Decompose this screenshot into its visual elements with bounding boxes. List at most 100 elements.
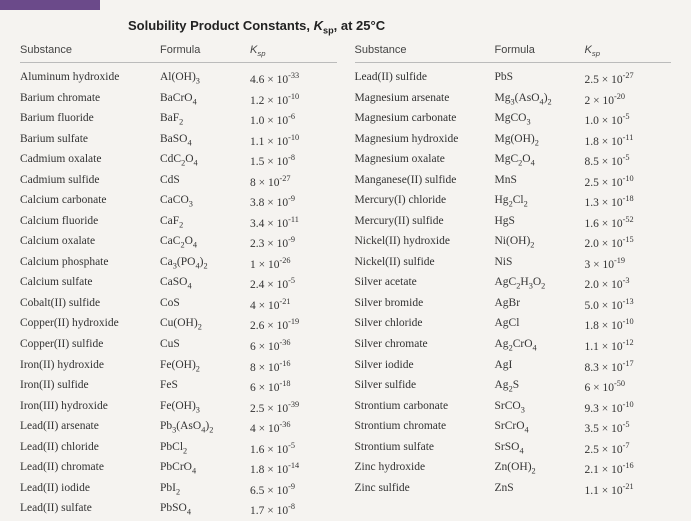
cell-substance: Nickel(II) hydroxide xyxy=(355,236,495,250)
cell-substance: Aluminum hydroxide xyxy=(20,72,160,86)
cell-formula: Mg3(AsO4)2 xyxy=(495,93,585,107)
cell-formula: AgC2H3O2 xyxy=(495,277,585,291)
table-row: Mercury(I) chlorideHg2Cl21.3 × 10-18 xyxy=(355,192,672,213)
cell-formula: SrCrO4 xyxy=(495,421,585,435)
cell-substance: Lead(II) sulfate xyxy=(20,503,160,517)
table-row: Iron(II) sulfideFeS6 × 10-18 xyxy=(20,377,337,398)
table-row: Zinc hydroxideZn(OH)22.1 × 10-16 xyxy=(355,459,672,480)
cell-ksp: 4 × 10-36 xyxy=(250,421,337,435)
cell-ksp: 3 × 10-19 xyxy=(585,257,672,271)
cell-ksp: 6 × 10-18 xyxy=(250,380,337,394)
table-row: Silver iodideAgI8.3 × 10-17 xyxy=(355,356,672,377)
cell-substance: Strontium chromate xyxy=(355,421,495,435)
cell-substance: Barium fluoride xyxy=(20,113,160,127)
cell-ksp: 5.0 × 10-13 xyxy=(585,298,672,312)
cell-formula: NiS xyxy=(495,257,585,271)
cell-formula: AgCl xyxy=(495,318,585,332)
cell-formula: Fe(OH)3 xyxy=(160,401,250,415)
cell-ksp: 3.5 × 10-5 xyxy=(585,421,672,435)
cell-formula: Ni(OH)2 xyxy=(495,236,585,250)
table-row: Nickel(II) hydroxideNi(OH)22.0 × 10-15 xyxy=(355,233,672,254)
table-row: Iron(III) hydroxideFe(OH)32.5 × 10-39 xyxy=(20,397,337,418)
title-text: Solubility Product Constants, Ksp, at 25… xyxy=(128,18,385,33)
cell-substance: Magnesium carbonate xyxy=(355,113,495,127)
cell-substance: Zinc sulfide xyxy=(355,483,495,497)
table-row: Mercury(II) sulfideHgS1.6 × 10-52 xyxy=(355,213,672,234)
cell-ksp: 2.4 × 10-5 xyxy=(250,277,337,291)
table-row: Calcium sulfateCaSO42.4 × 10-5 xyxy=(20,274,337,295)
cell-ksp: 2.0 × 10-15 xyxy=(585,236,672,250)
cell-formula: PbS xyxy=(495,72,585,86)
cell-substance: Silver acetate xyxy=(355,277,495,291)
cell-substance: Lead(II) iodide xyxy=(20,483,160,497)
cell-ksp: 4.6 × 10-33 xyxy=(250,72,337,86)
cell-ksp: 2.0 × 10-3 xyxy=(585,277,672,291)
cell-ksp: 1.0 × 10-6 xyxy=(250,113,337,127)
table-row: Lead(II) sulfatePbSO41.7 × 10-8 xyxy=(20,500,337,521)
cell-ksp: 2.5 × 10-27 xyxy=(585,72,672,86)
cell-ksp: 6 × 10-36 xyxy=(250,339,337,353)
table-row: Calcium fluorideCaF23.4 × 10-11 xyxy=(20,213,337,234)
col-header-substance: Substance xyxy=(20,44,160,58)
cell-formula: Hg2Cl2 xyxy=(495,195,585,209)
cell-ksp: 1.2 × 10-10 xyxy=(250,93,337,107)
cell-ksp: 6.5 × 10-9 xyxy=(250,483,337,497)
cell-substance: Cadmium oxalate xyxy=(20,154,160,168)
cell-substance: Silver chloride xyxy=(355,318,495,332)
cell-ksp: 2.1 × 10-16 xyxy=(585,462,672,476)
cell-formula: HgS xyxy=(495,216,585,230)
col-header-ksp: Ksp xyxy=(250,44,337,58)
table-row: Lead(II) chromatePbCrO41.8 × 10-14 xyxy=(20,459,337,480)
cell-substance: Magnesium hydroxide xyxy=(355,134,495,148)
cell-ksp: 2.3 × 10-9 xyxy=(250,236,337,250)
cell-substance: Strontium carbonate xyxy=(355,401,495,415)
table-row: Barium sulfateBaSO41.1 × 10-10 xyxy=(20,131,337,152)
cell-formula: BaF2 xyxy=(160,113,250,127)
table-row: Copper(II) sulfideCuS6 × 10-36 xyxy=(20,336,337,357)
cell-formula: PbCl2 xyxy=(160,442,250,456)
cell-formula: CaF2 xyxy=(160,216,250,230)
cell-substance: Cadmium sulfide xyxy=(20,175,160,189)
cell-ksp: 1.8 × 10-11 xyxy=(585,134,672,148)
cell-substance: Silver sulfide xyxy=(355,380,495,394)
cell-ksp: 2.5 × 10-39 xyxy=(250,401,337,415)
header-row: Substance Formula Ksp xyxy=(20,44,337,63)
cell-substance: Magnesium oxalate xyxy=(355,154,495,168)
cell-formula: CaCO3 xyxy=(160,195,250,209)
cell-substance: Iron(III) hydroxide xyxy=(20,401,160,415)
table-row: Nickel(II) sulfideNiS3 × 10-19 xyxy=(355,254,672,275)
cell-formula: CaC2O4 xyxy=(160,236,250,250)
cell-ksp: 2.6 × 10-19 xyxy=(250,318,337,332)
table-row: Cadmium oxalateCdC2O41.5 × 10-8 xyxy=(20,151,337,172)
cell-formula: FeS xyxy=(160,380,250,394)
cell-formula: Zn(OH)2 xyxy=(495,462,585,476)
cell-ksp: 2.5 × 10-7 xyxy=(585,442,672,456)
table-row: Calcium oxalateCaC2O42.3 × 10-9 xyxy=(20,233,337,254)
cell-formula: AgI xyxy=(495,360,585,374)
cell-formula: CuS xyxy=(160,339,250,353)
cell-ksp: 8 × 10-27 xyxy=(250,175,337,189)
cell-formula: MgC2O4 xyxy=(495,154,585,168)
cell-formula: Ca3(PO4)2 xyxy=(160,257,250,271)
table-row: Iron(II) hydroxideFe(OH)28 × 10-16 xyxy=(20,356,337,377)
cell-formula: Cu(OH)2 xyxy=(160,318,250,332)
cell-substance: Calcium oxalate xyxy=(20,236,160,250)
cell-ksp: 1.8 × 10-10 xyxy=(585,318,672,332)
table-row: Magnesium oxalateMgC2O48.5 × 10-5 xyxy=(355,151,672,172)
cell-ksp: 1.6 × 10-52 xyxy=(585,216,672,230)
cell-substance: Calcium sulfate xyxy=(20,277,160,291)
cell-substance: Barium chromate xyxy=(20,93,160,107)
table-row: Strontium chromateSrCrO43.5 × 10-5 xyxy=(355,418,672,439)
cell-formula: Al(OH)3 xyxy=(160,72,250,86)
table-container: Substance Formula Ksp Aluminum hydroxide… xyxy=(20,44,671,521)
cell-ksp: 1.6 × 10-5 xyxy=(250,442,337,456)
cell-formula: CdC2O4 xyxy=(160,154,250,168)
cell-substance: Lead(II) chromate xyxy=(20,462,160,476)
cell-substance: Manganese(II) sulfide xyxy=(355,175,495,189)
cell-formula: Fe(OH)2 xyxy=(160,360,250,374)
cell-ksp: 1.8 × 10-14 xyxy=(250,462,337,476)
table-row: Barium chromateBaCrO41.2 × 10-10 xyxy=(20,90,337,111)
cell-formula: SrSO4 xyxy=(495,442,585,456)
cell-formula: Mg(OH)2 xyxy=(495,134,585,148)
cell-ksp: 2.5 × 10-10 xyxy=(585,175,672,189)
